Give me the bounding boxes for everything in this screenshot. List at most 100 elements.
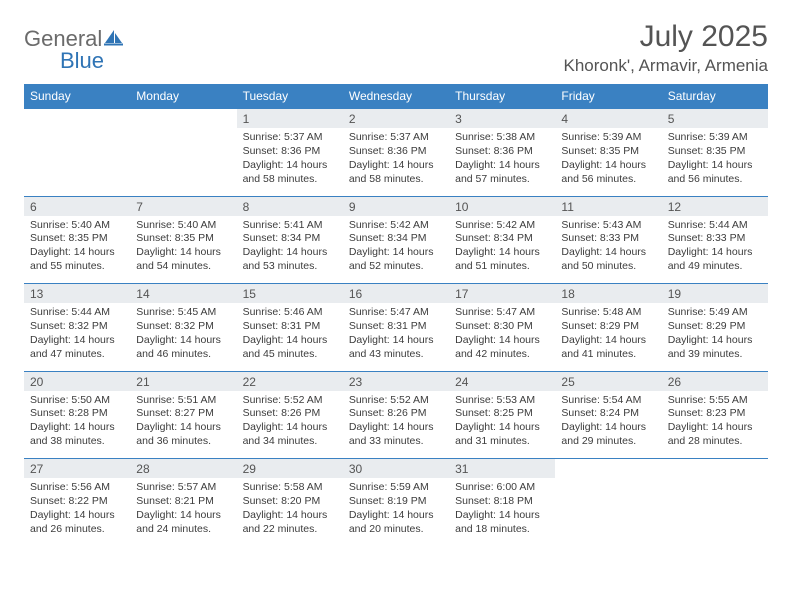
daylight-text-line2: and 22 minutes. [243, 523, 337, 537]
day-number-cell: 27 [24, 459, 130, 479]
daylight-text-line1: Daylight: 14 hours [30, 246, 124, 260]
daylight-text-line1: Daylight: 14 hours [243, 334, 337, 348]
day-content-cell: Sunrise: 5:49 AMSunset: 8:29 PMDaylight:… [662, 303, 768, 371]
daylight-text-line1: Daylight: 14 hours [455, 421, 549, 435]
sunset-text: Sunset: 8:32 PM [136, 320, 230, 334]
sunset-text: Sunset: 8:20 PM [243, 495, 337, 509]
daylight-text-line1: Daylight: 14 hours [30, 509, 124, 523]
sunrise-text: Sunrise: 5:52 AM [243, 394, 337, 408]
daylight-text-line2: and 55 minutes. [30, 260, 124, 274]
weekday-header-row: Sunday Monday Tuesday Wednesday Thursday… [24, 84, 768, 109]
sunrise-text: Sunrise: 5:44 AM [30, 306, 124, 320]
day-content-row: Sunrise: 5:37 AMSunset: 8:36 PMDaylight:… [24, 128, 768, 196]
daylight-text-line1: Daylight: 14 hours [349, 246, 443, 260]
day-number-cell: 29 [237, 459, 343, 479]
day-number-cell: 24 [449, 371, 555, 391]
daylight-text-line2: and 41 minutes. [561, 348, 655, 362]
day-content-cell: Sunrise: 5:43 AMSunset: 8:33 PMDaylight:… [555, 216, 661, 284]
weekday-header: Monday [130, 84, 236, 109]
sunrise-text: Sunrise: 5:52 AM [349, 394, 443, 408]
sunset-text: Sunset: 8:30 PM [455, 320, 549, 334]
sunset-text: Sunset: 8:35 PM [136, 232, 230, 246]
daylight-text-line2: and 52 minutes. [349, 260, 443, 274]
day-number-cell: 13 [24, 284, 130, 304]
sunrise-text: Sunrise: 5:53 AM [455, 394, 549, 408]
daylight-text-line1: Daylight: 14 hours [455, 246, 549, 260]
sunrise-text: Sunrise: 5:58 AM [243, 481, 337, 495]
day-number-cell: 26 [662, 371, 768, 391]
daylight-text-line2: and 49 minutes. [668, 260, 762, 274]
sunrise-text: Sunrise: 5:44 AM [668, 219, 762, 233]
daylight-text-line2: and 45 minutes. [243, 348, 337, 362]
daylight-text-line1: Daylight: 14 hours [349, 509, 443, 523]
day-number-cell: 25 [555, 371, 661, 391]
day-number-cell [24, 109, 130, 129]
month-title: July 2025 [564, 20, 769, 54]
sunrise-text: Sunrise: 5:54 AM [561, 394, 655, 408]
day-content-row: Sunrise: 5:50 AMSunset: 8:28 PMDaylight:… [24, 391, 768, 459]
day-content-row: Sunrise: 5:44 AMSunset: 8:32 PMDaylight:… [24, 303, 768, 371]
daylight-text-line2: and 58 minutes. [349, 173, 443, 187]
daylight-text-line1: Daylight: 14 hours [136, 334, 230, 348]
daylight-text-line2: and 53 minutes. [243, 260, 337, 274]
day-content-cell: Sunrise: 5:55 AMSunset: 8:23 PMDaylight:… [662, 391, 768, 459]
sunset-text: Sunset: 8:21 PM [136, 495, 230, 509]
sunrise-text: Sunrise: 5:39 AM [561, 131, 655, 145]
day-content-cell: Sunrise: 5:40 AMSunset: 8:35 PMDaylight:… [130, 216, 236, 284]
weekday-header: Thursday [449, 84, 555, 109]
daylight-text-line1: Daylight: 14 hours [668, 159, 762, 173]
day-content-cell: Sunrise: 5:59 AMSunset: 8:19 PMDaylight:… [343, 478, 449, 546]
daylight-text-line2: and 31 minutes. [455, 435, 549, 449]
daylight-text-line2: and 20 minutes. [349, 523, 443, 537]
daylight-text-line1: Daylight: 14 hours [561, 159, 655, 173]
daylight-text-line2: and 43 minutes. [349, 348, 443, 362]
calendar-table: Sunday Monday Tuesday Wednesday Thursday… [24, 84, 768, 546]
header: GeneralBlue July 2025 Khoronk', Armavir,… [24, 20, 768, 76]
daylight-text-line2: and 28 minutes. [668, 435, 762, 449]
day-content-cell: Sunrise: 5:39 AMSunset: 8:35 PMDaylight:… [662, 128, 768, 196]
daylight-text-line1: Daylight: 14 hours [349, 159, 443, 173]
day-content-cell: Sunrise: 5:58 AMSunset: 8:20 PMDaylight:… [237, 478, 343, 546]
daylight-text-line2: and 50 minutes. [561, 260, 655, 274]
sunrise-text: Sunrise: 5:46 AM [243, 306, 337, 320]
day-content-cell: Sunrise: 5:38 AMSunset: 8:36 PMDaylight:… [449, 128, 555, 196]
sunset-text: Sunset: 8:29 PM [668, 320, 762, 334]
day-content-cell: Sunrise: 5:42 AMSunset: 8:34 PMDaylight:… [449, 216, 555, 284]
day-number-cell: 19 [662, 284, 768, 304]
day-content-cell: Sunrise: 5:42 AMSunset: 8:34 PMDaylight:… [343, 216, 449, 284]
daylight-text-line1: Daylight: 14 hours [561, 246, 655, 260]
sunset-text: Sunset: 8:28 PM [30, 407, 124, 421]
daylight-text-line2: and 18 minutes. [455, 523, 549, 537]
day-number-cell [555, 459, 661, 479]
day-content-cell: Sunrise: 5:53 AMSunset: 8:25 PMDaylight:… [449, 391, 555, 459]
daylight-text-line1: Daylight: 14 hours [349, 334, 443, 348]
daylight-text-line2: and 36 minutes. [136, 435, 230, 449]
sunrise-text: Sunrise: 6:00 AM [455, 481, 549, 495]
daylight-text-line1: Daylight: 14 hours [30, 421, 124, 435]
sunrise-text: Sunrise: 5:40 AM [30, 219, 124, 233]
daylight-text-line1: Daylight: 14 hours [561, 421, 655, 435]
day-number-row: 6789101112 [24, 196, 768, 216]
sunset-text: Sunset: 8:35 PM [30, 232, 124, 246]
sunset-text: Sunset: 8:34 PM [349, 232, 443, 246]
day-content-cell: Sunrise: 5:54 AMSunset: 8:24 PMDaylight:… [555, 391, 661, 459]
daylight-text-line2: and 57 minutes. [455, 173, 549, 187]
sunrise-text: Sunrise: 5:42 AM [349, 219, 443, 233]
sunset-text: Sunset: 8:24 PM [561, 407, 655, 421]
sunrise-text: Sunrise: 5:47 AM [349, 306, 443, 320]
day-number-cell: 30 [343, 459, 449, 479]
daylight-text-line2: and 34 minutes. [243, 435, 337, 449]
day-content-cell: Sunrise: 5:37 AMSunset: 8:36 PMDaylight:… [343, 128, 449, 196]
sunset-text: Sunset: 8:22 PM [30, 495, 124, 509]
daylight-text-line1: Daylight: 14 hours [349, 421, 443, 435]
day-content-cell: Sunrise: 5:39 AMSunset: 8:35 PMDaylight:… [555, 128, 661, 196]
sunrise-text: Sunrise: 5:43 AM [561, 219, 655, 233]
day-number-row: 13141516171819 [24, 284, 768, 304]
sunrise-text: Sunrise: 5:38 AM [455, 131, 549, 145]
daylight-text-line2: and 56 minutes. [668, 173, 762, 187]
daylight-text-line2: and 46 minutes. [136, 348, 230, 362]
day-content-cell: Sunrise: 5:47 AMSunset: 8:30 PMDaylight:… [449, 303, 555, 371]
day-content-cell: Sunrise: 5:41 AMSunset: 8:34 PMDaylight:… [237, 216, 343, 284]
day-content-cell [24, 128, 130, 196]
daylight-text-line1: Daylight: 14 hours [136, 246, 230, 260]
